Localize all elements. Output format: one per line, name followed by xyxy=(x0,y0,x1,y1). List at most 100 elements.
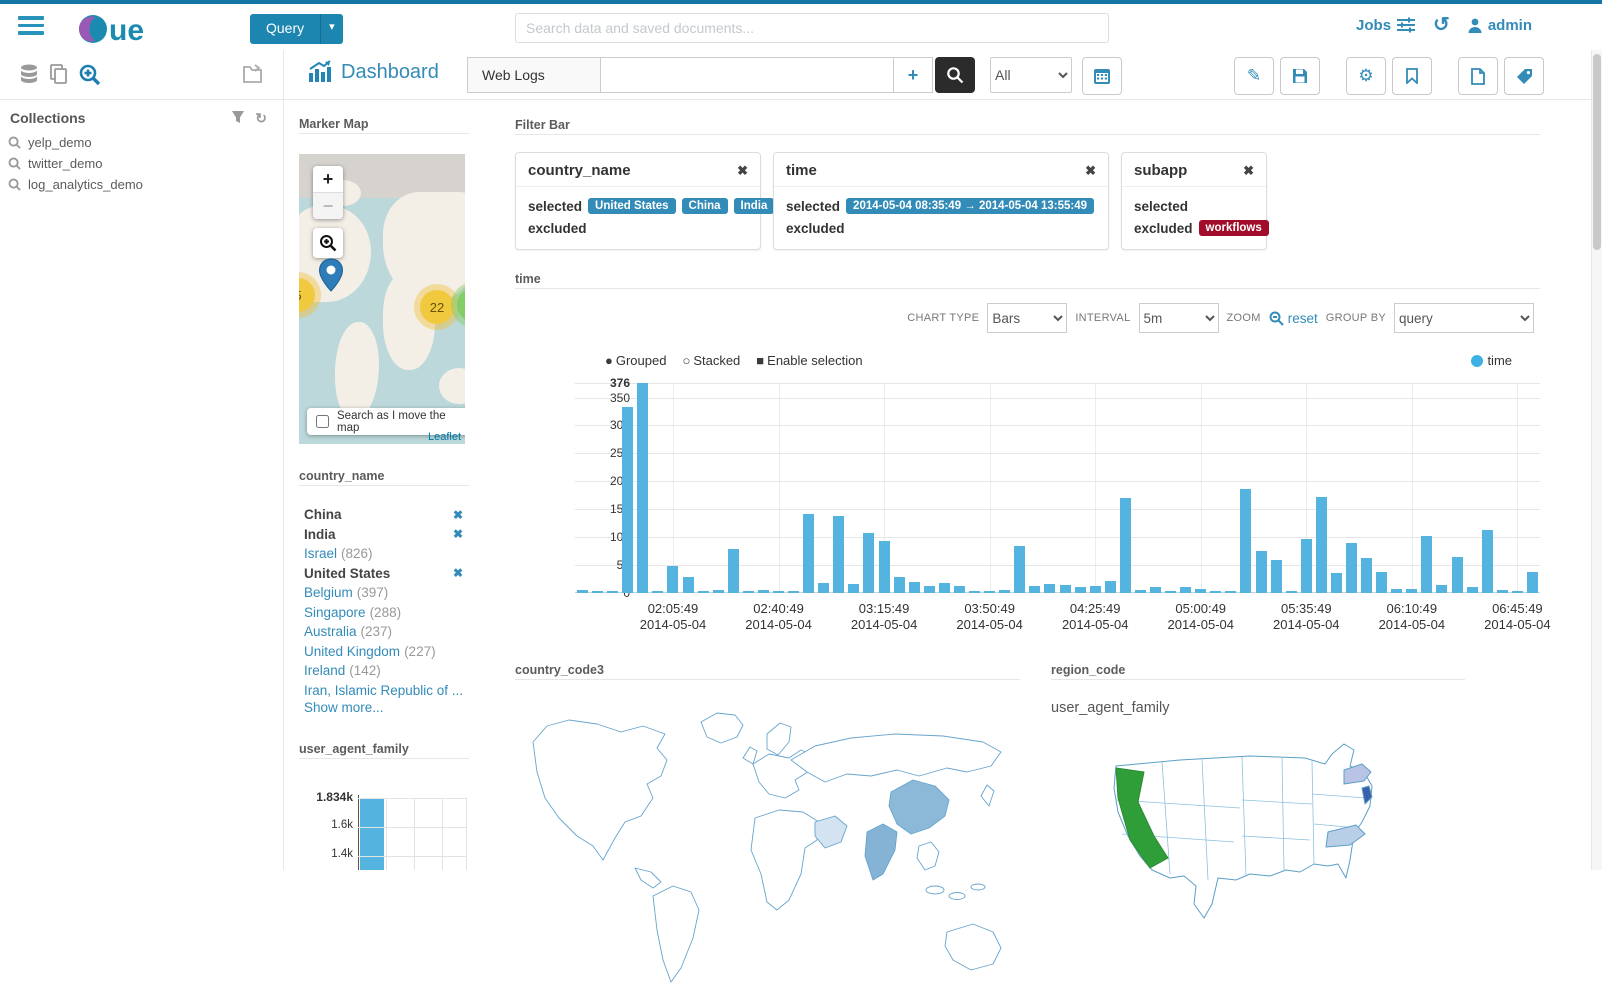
facet-remove-icon[interactable]: ✖ xyxy=(452,527,463,542)
zoom-in-icon[interactable] xyxy=(78,63,102,92)
time-chart-bar[interactable] xyxy=(1361,558,1373,593)
time-chart-bar[interactable] xyxy=(1391,588,1403,593)
zoom-reset-icon[interactable] xyxy=(1269,311,1284,326)
time-chart-bar[interactable] xyxy=(1406,588,1418,593)
time-chart-bar[interactable] xyxy=(1511,591,1523,593)
time-chart-bar[interactable] xyxy=(1225,591,1237,593)
time-chart-bar[interactable] xyxy=(727,548,739,593)
time-chart-bar[interactable] xyxy=(893,577,905,593)
zoom-in-button[interactable]: + xyxy=(322,168,334,189)
interval-select[interactable]: 5m xyxy=(1138,303,1219,333)
add-filter-button[interactable]: + xyxy=(894,57,933,93)
zoom-out-button[interactable]: − xyxy=(313,192,343,219)
time-chart-bar[interactable] xyxy=(697,591,709,593)
us-california-selected[interactable] xyxy=(1115,767,1169,869)
map-cluster-5[interactable]: 5 xyxy=(299,278,315,312)
time-bar-chart[interactable]: 05010015020025030035037602:05:492014-05-… xyxy=(575,376,1551,632)
collection-item[interactable]: twitter_demo xyxy=(8,153,273,174)
time-chart-bar[interactable] xyxy=(577,589,588,593)
save-button[interactable] xyxy=(1280,57,1320,95)
facet-remove-icon[interactable]: ✖ xyxy=(452,507,463,522)
us-new-york-selected[interactable] xyxy=(1343,763,1372,785)
vertical-scrollbar[interactable] xyxy=(1591,50,1602,870)
time-chart-bar[interactable] xyxy=(592,591,604,593)
time-chart-bar[interactable] xyxy=(607,591,619,593)
query-button-label[interactable]: Query xyxy=(250,14,321,44)
tag-button[interactable] xyxy=(1504,57,1544,95)
map-africa[interactable] xyxy=(750,809,820,911)
time-chart-bar[interactable] xyxy=(1255,550,1267,593)
time-chart-bar[interactable] xyxy=(1496,590,1508,593)
time-chart-bar[interactable] xyxy=(1481,530,1493,593)
time-chart-bar[interactable] xyxy=(637,383,649,593)
excluded-badge[interactable]: workflows xyxy=(1198,220,1269,236)
hue-logo[interactable]: ue xyxy=(76,10,180,51)
time-chart-bar[interactable] xyxy=(682,576,694,593)
map-uk[interactable] xyxy=(742,746,758,765)
zoom-reset-link[interactable]: reset xyxy=(1287,310,1318,326)
query-split-button[interactable]: Query ▾ xyxy=(250,14,343,44)
global-search-input[interactable] xyxy=(515,13,1109,43)
time-chart-bar[interactable] xyxy=(848,584,860,593)
time-chart-bar[interactable] xyxy=(1376,571,1388,593)
map-japan[interactable] xyxy=(980,784,995,807)
time-chart-bar[interactable] xyxy=(908,581,920,593)
time-chart-bar[interactable] xyxy=(938,582,950,593)
map-central-america[interactable] xyxy=(634,867,662,889)
time-chart-bar[interactable] xyxy=(757,589,769,593)
time-chart-bar[interactable] xyxy=(1210,590,1222,593)
facet-item-label[interactable]: Israel xyxy=(304,546,338,562)
close-icon[interactable]: ✖ xyxy=(1243,162,1254,178)
map-china-selected[interactable] xyxy=(888,779,950,835)
time-chart-bar[interactable] xyxy=(667,566,679,593)
us-new-jersey-selected[interactable] xyxy=(1361,785,1373,805)
calendar-button[interactable] xyxy=(1082,57,1122,95)
time-chart-bar[interactable] xyxy=(1119,498,1131,593)
time-chart-bar[interactable] xyxy=(773,591,785,593)
map-cluster-22[interactable]: 22 xyxy=(420,290,454,324)
time-chart-bar[interactable] xyxy=(1270,559,1282,593)
time-chart-bar[interactable] xyxy=(1195,589,1207,593)
time-chart-bar[interactable] xyxy=(833,516,845,593)
time-chart-bar[interactable] xyxy=(1345,542,1357,593)
selected-badge[interactable]: 2014-05-04 08:35:49 → 2014-05-04 13:55:4… xyxy=(846,198,1095,214)
enable-selection-toggle[interactable]: ■ Enable selection xyxy=(756,353,862,368)
chart-type-select[interactable]: Bars xyxy=(987,303,1068,333)
edit-button[interactable]: ✎ xyxy=(1234,57,1274,95)
facet-item-label[interactable]: Belgium xyxy=(304,585,353,601)
map-magnify-button[interactable] xyxy=(313,228,343,258)
time-chart-bar[interactable] xyxy=(1315,496,1327,593)
time-chart-bar[interactable] xyxy=(1059,584,1071,593)
time-chart-bar[interactable] xyxy=(969,591,981,593)
user-menu[interactable]: admin xyxy=(1468,17,1532,34)
new-document-button[interactable] xyxy=(1458,57,1498,95)
facet-item-label[interactable]: United Kingdom xyxy=(304,643,401,659)
facet-item-label[interactable]: Ireland xyxy=(304,663,346,679)
selected-badge[interactable]: India xyxy=(733,198,775,214)
time-chart-bar[interactable] xyxy=(1014,545,1026,593)
time-chart-bar[interactable] xyxy=(1330,573,1342,593)
stacked-radio[interactable]: ○ Stacked xyxy=(682,353,740,368)
time-range-select[interactable]: All xyxy=(990,57,1072,93)
time-chart-bar[interactable] xyxy=(878,540,890,593)
map-marker-pin[interactable] xyxy=(318,258,344,292)
mini-chart-bar[interactable] xyxy=(360,798,384,870)
close-icon[interactable]: ✖ xyxy=(1085,162,1096,178)
time-chart-bar[interactable] xyxy=(1089,585,1101,593)
map-greenland[interactable] xyxy=(700,712,744,744)
time-chart-bar[interactable] xyxy=(818,582,830,593)
map-scandinavia[interactable] xyxy=(766,722,792,756)
database-icon[interactable] xyxy=(18,63,40,90)
ua-family-mini-chart[interactable]: 1.834k 1.6k 1.4k xyxy=(299,768,469,870)
settings-button[interactable]: ⚙ xyxy=(1346,57,1386,95)
map-india-selected[interactable] xyxy=(864,823,898,881)
time-chart-bar[interactable] xyxy=(1300,539,1312,593)
jobs-link[interactable]: Jobs xyxy=(1356,17,1416,34)
time-chart-bar[interactable] xyxy=(622,407,634,593)
time-chart-bar[interactable] xyxy=(1466,587,1478,593)
show-more-link[interactable]: Show more... xyxy=(304,700,384,715)
time-chart-bar[interactable] xyxy=(1044,583,1056,593)
map-southeast-asia[interactable] xyxy=(916,841,940,871)
history-icon[interactable]: ↺ xyxy=(1433,14,1450,36)
facet-item-label[interactable]: Singapore xyxy=(304,604,366,620)
